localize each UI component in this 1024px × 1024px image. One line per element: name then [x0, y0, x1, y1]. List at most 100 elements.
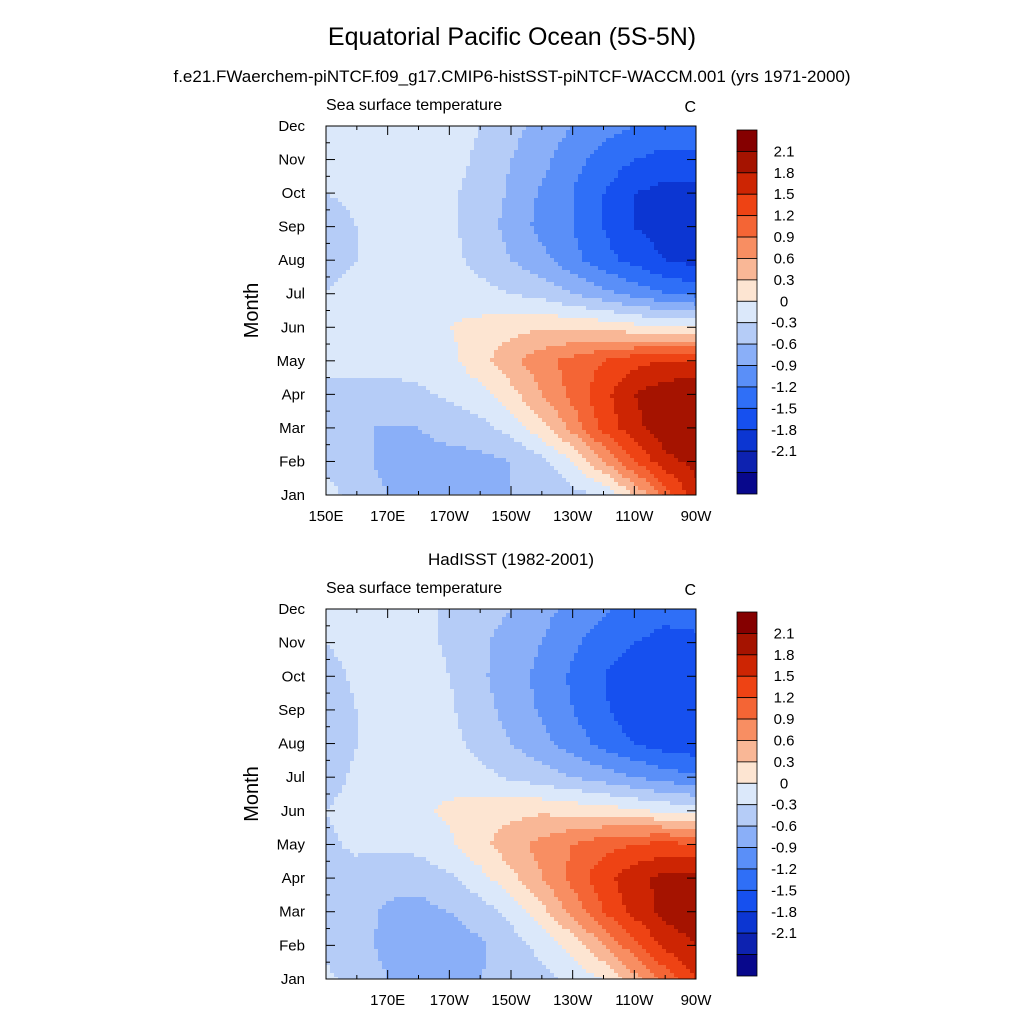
- contour-cell: [590, 446, 607, 451]
- contour-cell: [558, 769, 615, 774]
- contour-cell: [554, 893, 579, 898]
- contour-cell: [558, 434, 579, 439]
- contour-cell: [326, 813, 439, 818]
- contour-cell: [690, 969, 696, 974]
- contour-cell: [346, 270, 475, 275]
- contour-cell: [558, 897, 579, 902]
- contour-cell: [326, 841, 343, 846]
- contour-cell: [554, 973, 595, 978]
- y-tick-label: Dec: [278, 118, 305, 135]
- x-tick-label: 170W: [430, 992, 470, 1009]
- contour-cell: [586, 162, 631, 167]
- contour-cell: [326, 398, 447, 403]
- contour-cell: [598, 893, 623, 898]
- contour-cell: [518, 138, 563, 143]
- contour-cell: [534, 697, 571, 702]
- contour-cell: [326, 490, 339, 495]
- contour-cell: [618, 254, 663, 259]
- contour-cell: [450, 829, 499, 834]
- contour-cell: [462, 186, 507, 191]
- colorbar-label: 0: [780, 775, 788, 792]
- contour-cell: [358, 733, 463, 738]
- contour-cell: [590, 390, 615, 395]
- contour-cell: [650, 877, 696, 882]
- contour-cell: [326, 466, 375, 471]
- contour-cell: [518, 877, 543, 882]
- colorbar-label: 2.1: [774, 143, 795, 160]
- contour-cell: [486, 965, 547, 970]
- contour-cell: [342, 785, 555, 790]
- contour-cell: [326, 669, 347, 674]
- contour-cell: [470, 410, 511, 415]
- contour-cell: [642, 230, 696, 235]
- contour-cell: [534, 374, 563, 379]
- x-tick-label: 150W: [491, 508, 531, 525]
- x-tick-label: 170E: [370, 508, 405, 525]
- contour-cell: [534, 226, 575, 231]
- contour-cell: [430, 434, 511, 439]
- contour-cell: [494, 454, 543, 459]
- contour-cell: [642, 921, 667, 926]
- contour-cell: [350, 681, 451, 686]
- colorbar-box: [736, 847, 758, 870]
- contour-cell: [358, 226, 459, 231]
- contour-cell: [534, 202, 575, 207]
- contour-cell: [658, 478, 679, 483]
- contour-cell: [558, 745, 599, 750]
- contour-cell: [614, 402, 639, 407]
- contour-cell: [358, 254, 463, 259]
- contour-cell: [590, 873, 619, 878]
- colorbar-label: 1.2: [774, 208, 795, 225]
- contour-cell: [486, 901, 519, 906]
- contour-cell: [326, 438, 375, 443]
- contour-cell: [650, 841, 679, 846]
- contour-cell: [326, 785, 343, 790]
- contour-cell: [354, 693, 455, 698]
- contour-cell: [534, 949, 567, 954]
- contour-cell: [482, 382, 511, 387]
- contour-cell: [546, 629, 591, 634]
- y-tick-label: May: [277, 836, 306, 853]
- contour-cell: [590, 877, 615, 882]
- contour-cell: [650, 969, 671, 974]
- contour-cell: [614, 250, 659, 255]
- contour-cell: [378, 913, 455, 918]
- contour-cell: [326, 769, 351, 774]
- contour-cell: [486, 961, 543, 966]
- contour-cell: [594, 406, 615, 411]
- contour-cell: [466, 174, 507, 179]
- contour-cell: [326, 462, 375, 467]
- contour-cell: [458, 342, 503, 347]
- contour-cell: [530, 677, 567, 682]
- colorbar-label: 1.5: [774, 186, 795, 203]
- contour-cell: [330, 969, 387, 974]
- contour-cell: [650, 186, 696, 191]
- contour-cell: [502, 238, 539, 243]
- contour-cell: [538, 434, 559, 439]
- contour-cell: [566, 869, 591, 874]
- contour-cell: [326, 757, 355, 762]
- contour-cell: [510, 254, 551, 259]
- contour-cell: [526, 885, 551, 890]
- contour-cell: [450, 685, 491, 690]
- colorbar-box: [736, 450, 758, 473]
- contour-cell: [326, 749, 355, 754]
- contour-cell: [562, 905, 583, 910]
- contour-cell: [618, 422, 643, 427]
- contour-cell: [326, 150, 471, 155]
- contour-cell: [562, 418, 579, 423]
- contour-cell: [622, 462, 639, 467]
- contour-cell: [586, 306, 651, 311]
- contour-cell: [434, 438, 515, 443]
- contour-cell: [542, 925, 563, 930]
- contour-cell: [490, 390, 519, 395]
- contour-cell: [534, 705, 575, 710]
- contour-cell: [498, 849, 531, 854]
- contour-cell: [426, 386, 487, 391]
- contour-cell: [342, 845, 459, 850]
- contour-cell: [562, 286, 603, 291]
- contour-cell: [506, 729, 547, 734]
- contour-cell: [486, 941, 527, 946]
- contour-cell: [630, 354, 696, 359]
- contour-cell: [418, 426, 495, 431]
